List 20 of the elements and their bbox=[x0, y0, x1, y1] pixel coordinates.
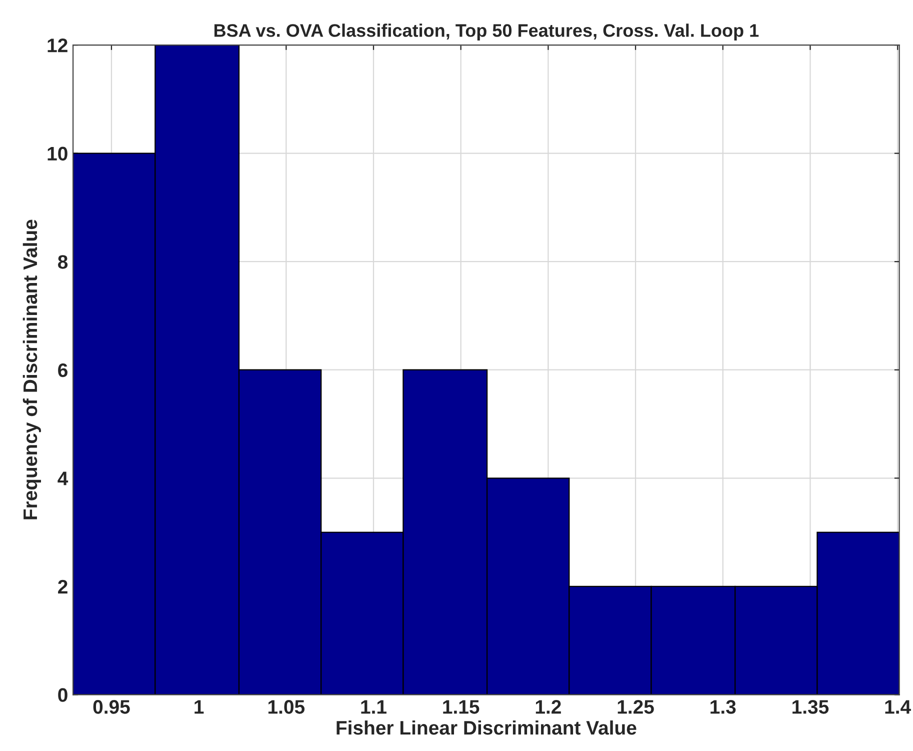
chart-title: BSA vs. OVA Classification, Top 50 Features, Cross. Val. Loop 1 bbox=[214, 24, 759, 40]
x-tick-label: 1.1 bbox=[361, 700, 386, 714]
y-tick-label: 10 bbox=[48, 146, 68, 161]
x-axis-title: Fisher Linear Discriminant Value bbox=[336, 720, 636, 735]
y-tick-label: 2 bbox=[58, 580, 68, 594]
y-tick-label: 8 bbox=[58, 255, 68, 269]
y-tick-label: 4 bbox=[58, 472, 68, 486]
x-tick-label: 1.3 bbox=[710, 700, 736, 714]
x-tick-label: 1.35 bbox=[792, 700, 829, 714]
x-tick-label: 1 bbox=[194, 700, 204, 714]
y-tick-label: 6 bbox=[58, 363, 68, 378]
y-tick-label: 12 bbox=[48, 38, 68, 52]
y-tick-label: 0 bbox=[58, 688, 68, 702]
x-tick-label: 1.2 bbox=[536, 700, 561, 714]
x-tick-label: 1.05 bbox=[268, 700, 305, 714]
x-tick-label: 1.25 bbox=[618, 700, 654, 714]
x-tick-label: 1.15 bbox=[443, 700, 480, 714]
x-tick-label: 1.4 bbox=[885, 700, 911, 714]
x-tick-label: 0.95 bbox=[93, 700, 130, 714]
y-axis-title: Frequency of Discriminant Value bbox=[22, 220, 41, 520]
